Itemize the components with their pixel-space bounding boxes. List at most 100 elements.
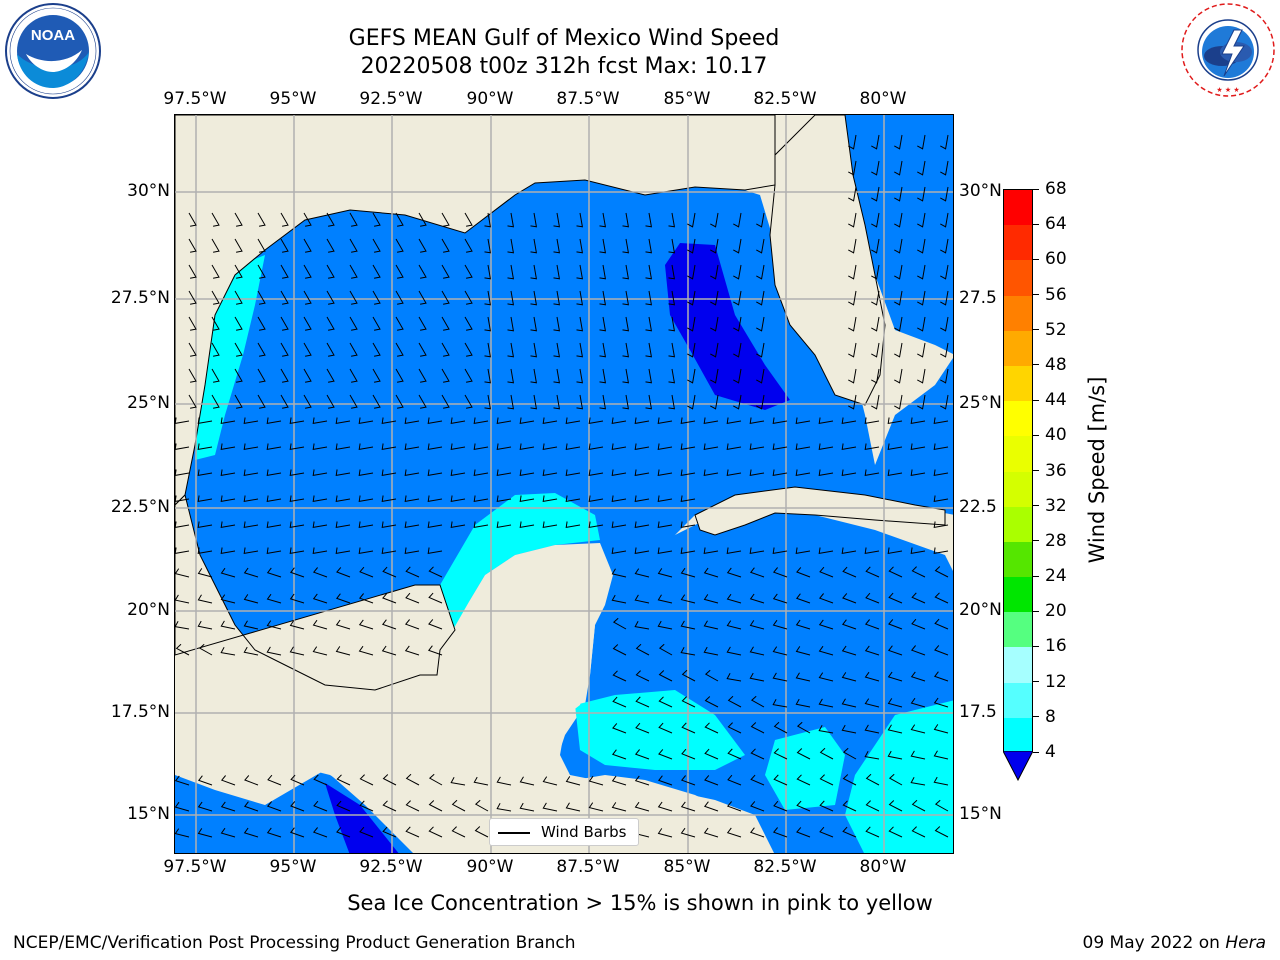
- lat-tick-left: 30°N: [127, 181, 170, 201]
- wind-barb: [588, 521, 604, 529]
- wind-barb: [257, 342, 266, 357]
- wind-barb: [542, 521, 558, 529]
- wind-barb: [496, 776, 512, 786]
- wind-barb: [657, 547, 673, 555]
- wind-barb: [933, 724, 949, 734]
- wind-barb: [450, 443, 466, 451]
- wind-barb: [290, 774, 305, 786]
- wind-barb: [917, 316, 926, 332]
- wind-barb: [381, 443, 397, 451]
- wind-barb: [658, 670, 673, 682]
- wind-barb: [841, 672, 857, 682]
- wind-barb: [611, 568, 627, 578]
- lat-tick-left: 25°N: [127, 393, 170, 413]
- calm-zone-pacific: [325, 783, 399, 853]
- wind-barb: [818, 698, 834, 708]
- wind-barb: [611, 802, 627, 812]
- wind-barb: [404, 619, 420, 630]
- lat-tick-left: 15°N: [127, 804, 170, 824]
- wind-barb: [336, 774, 351, 786]
- wind-barb: [864, 417, 880, 425]
- wind-barb: [726, 673, 742, 682]
- wind-barb: [428, 592, 443, 604]
- wind-barb: [635, 643, 650, 656]
- wind-barb: [405, 800, 420, 812]
- wind-barb: [871, 160, 880, 176]
- wind-barb: [940, 134, 949, 150]
- wind-barb: [335, 547, 351, 555]
- colorbar-segment: [1004, 260, 1032, 297]
- wind-barb: [726, 827, 742, 838]
- wind-barb: [234, 238, 243, 253]
- wind-barb: [842, 747, 857, 760]
- wind-barb: [911, 566, 926, 578]
- wind-barb: [704, 669, 719, 682]
- wind-barb: [542, 802, 558, 812]
- wind-barb: [565, 417, 581, 425]
- wind-barb: [848, 342, 857, 358]
- wind-barb: [818, 725, 834, 734]
- noaa-logo-text: NOAA: [31, 27, 75, 44]
- wind-barb: [864, 751, 880, 760]
- wind-barb: [645, 342, 653, 358]
- wind-barb: [657, 775, 673, 786]
- wind-barb: [243, 469, 259, 477]
- wind-barb: [358, 547, 374, 555]
- wind-barb: [382, 566, 397, 578]
- wind-barb: [565, 495, 581, 503]
- wind-barb: [940, 238, 949, 254]
- wind-barb: [359, 774, 374, 786]
- colorbar-tick-label: 68: [1033, 179, 1067, 199]
- wind-barb: [818, 417, 834, 425]
- wind-barb: [756, 368, 765, 384]
- wind-barb: [404, 645, 420, 656]
- wind-barb: [910, 724, 926, 734]
- wind-barb: [680, 417, 696, 425]
- wind-barb: [871, 368, 880, 384]
- wind-barb: [335, 417, 351, 425]
- wind-barb: [175, 417, 190, 424]
- wind-barb: [933, 495, 949, 503]
- wind-barb: [710, 316, 719, 332]
- wind-barb: [795, 469, 811, 477]
- wind-barb: [865, 800, 880, 812]
- wind-barb: [381, 619, 397, 630]
- wind-barb: [622, 394, 630, 410]
- colorbar-segment: [1004, 647, 1032, 684]
- wind-barb: [657, 801, 673, 812]
- wind-barb: [381, 417, 397, 425]
- wind-barb: [303, 290, 312, 305]
- wind-barb: [599, 290, 607, 306]
- wind-barb: [382, 826, 397, 838]
- wind-barb: [496, 443, 512, 451]
- wind-barb: [372, 212, 381, 227]
- wind-barb: [864, 698, 880, 708]
- wind-barb: [749, 593, 765, 604]
- wind-barb: [349, 264, 358, 279]
- wind-barb: [372, 316, 381, 331]
- wind-barb: [372, 342, 381, 357]
- wind-barb: [657, 469, 673, 477]
- colorbar-tick-label: 36: [1033, 461, 1067, 481]
- wind-barb: [312, 646, 328, 656]
- wind-barb: [565, 521, 581, 529]
- wind-barb: [372, 290, 381, 305]
- wind-barb: [657, 620, 673, 630]
- wind-barb: [871, 342, 880, 358]
- wind-barb: [404, 443, 420, 451]
- wind-barb: [749, 469, 765, 477]
- wind-barb: [634, 801, 650, 812]
- wind-barb: [175, 521, 190, 528]
- wind-barb: [244, 775, 259, 786]
- wind-barb: [405, 566, 420, 578]
- wind-barb: [818, 443, 834, 451]
- wind-barb: [710, 290, 719, 306]
- wind-barb: [871, 316, 880, 332]
- wind-barb: [405, 773, 420, 786]
- wind-barb: [220, 495, 236, 503]
- wind-barb: [645, 264, 653, 280]
- wind-barb: [450, 417, 466, 425]
- wind-barb: [933, 697, 949, 708]
- wind-barb: [326, 394, 335, 409]
- wind-barb: [451, 826, 466, 838]
